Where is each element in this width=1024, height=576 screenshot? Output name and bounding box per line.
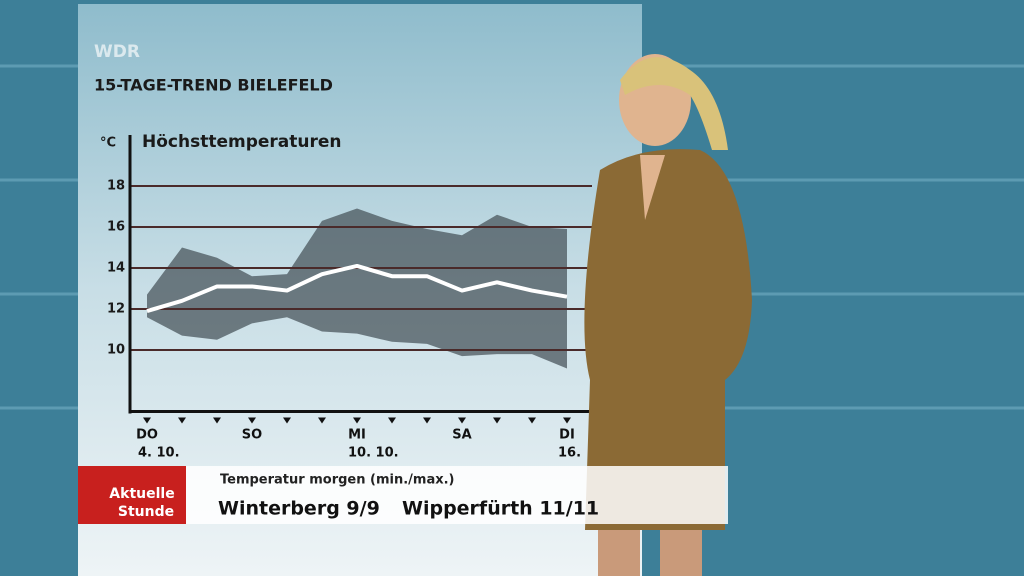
x-tick (493, 417, 501, 424)
ticker-bar (78, 466, 728, 524)
x-tick (563, 417, 571, 424)
ticker-logo: Stunde (118, 504, 174, 520)
x-tick (248, 417, 256, 424)
x-tick (388, 417, 396, 424)
x-tick (283, 417, 291, 424)
x-tick (458, 417, 466, 424)
x-tick (528, 417, 536, 424)
ticker-heading: Temperatur morgen (min./max.) (220, 473, 454, 488)
ticker-item: Wipperfürth 11/11 (402, 498, 599, 520)
y-tick-label: 10 (107, 343, 125, 358)
y-tick-label: 16 (107, 220, 125, 235)
x-tick (178, 417, 186, 424)
channel-logo: WDR (94, 42, 140, 62)
temperature-line (146, 263, 568, 313)
x-tick (318, 417, 326, 424)
presenter (584, 54, 752, 576)
y-axis-label: °C (100, 136, 116, 151)
plot: 10 12 14 16 18 DO 4. 10. SO MI 10. 10. SA DI 16. (107, 135, 592, 461)
x-tick (143, 417, 151, 424)
x-tick-label: SO (242, 428, 262, 443)
page-title: 15-TAGE-TREND BIELEFELD (94, 76, 333, 95)
ticker-logo: Aktuelle (109, 486, 174, 502)
x-date-label: 4. 10. (138, 446, 180, 461)
y-tick-label: 12 (107, 302, 125, 317)
y-tick-label: 18 (107, 179, 125, 194)
x-tick-label: MI (348, 428, 366, 443)
ticker-logo-box (78, 466, 186, 524)
ticker-item: Winterberg 9/9 (218, 498, 380, 520)
chart-title: Höchsttemperaturen (142, 132, 342, 152)
x-tick-label: DO (136, 428, 158, 443)
x-tick (213, 417, 221, 424)
x-date-label: 10. 10. (348, 446, 399, 461)
x-tick (423, 417, 431, 424)
x-tick-label: DI (559, 428, 575, 443)
x-tick (353, 417, 361, 424)
x-date-label: 16. (558, 446, 581, 461)
range-area (147, 208, 567, 369)
y-tick-label: 14 (107, 261, 125, 276)
x-tick-label: SA (452, 428, 471, 443)
